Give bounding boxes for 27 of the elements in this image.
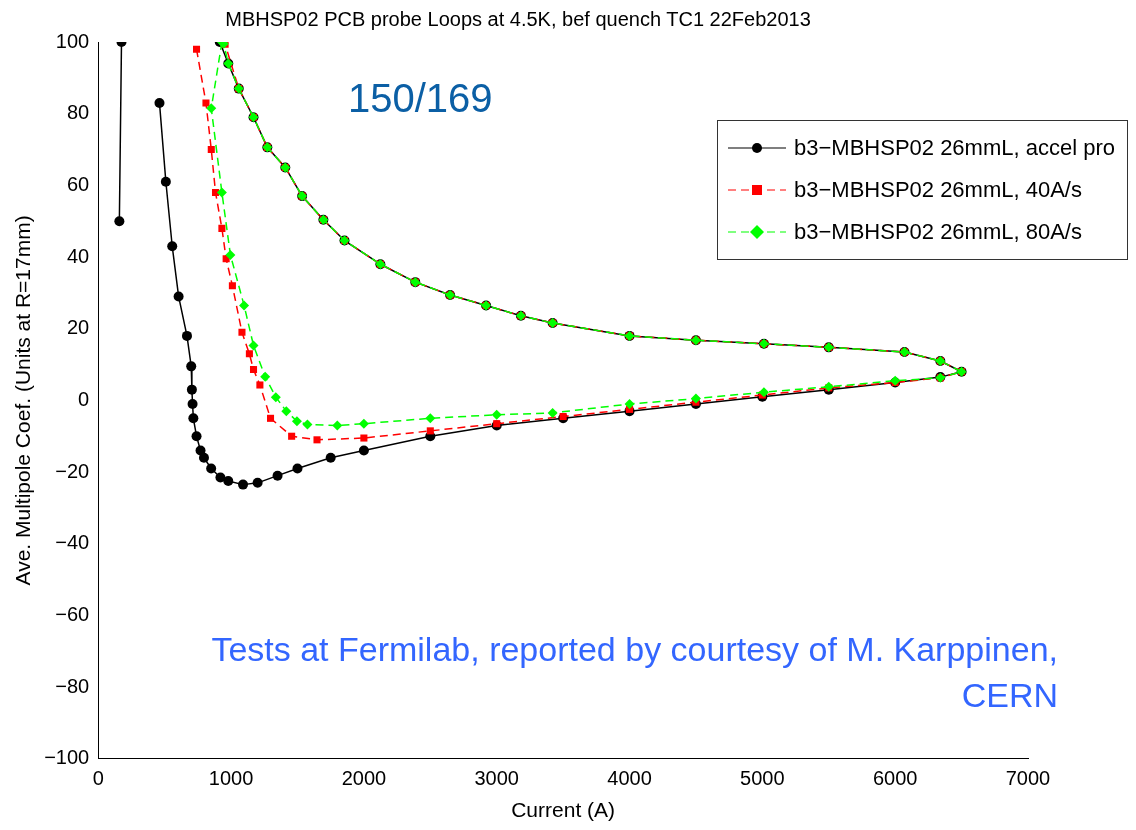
x-tick-label: 5000 — [740, 767, 785, 790]
y-tick-label: −40 — [55, 531, 90, 554]
y-tick-label: 80 — [67, 101, 90, 124]
legend-label: b3−MBHSP02 26mmL, 80A/s — [794, 219, 1082, 245]
x-tick-label: 6000 — [872, 767, 918, 790]
chart-title: MBHSP02 PCB probe Loops at 4.5K, bef quench TC1 22Feb2013 — [225, 7, 811, 30]
y-tick-label: 40 — [67, 244, 90, 267]
y-tick-label: −100 — [44, 746, 90, 769]
x-tick-label: 7000 — [1005, 767, 1051, 790]
legend-label: b3−MBHSP02 26mmL, accel pro — [794, 135, 1115, 161]
y-tick-label: 0 — [78, 387, 90, 410]
x-tick-label: 3000 — [474, 767, 519, 790]
y-tick-label: −20 — [55, 459, 90, 482]
y-axis-title: Ave. Multipole Coef. (Units at R=17mm) — [11, 215, 35, 586]
y-tick-label: −60 — [55, 602, 90, 625]
x-tick-label: 0 — [92, 767, 104, 790]
legend-label: b3−MBHSP02 26mmL, 40A/s — [794, 177, 1082, 203]
x-tick-label: 1000 — [208, 767, 254, 790]
y-tick-label: 60 — [67, 172, 90, 195]
annotation: 150/169 — [348, 76, 493, 121]
annotation: Tests at Fermilab, reported by courtesy of M. Karppinen, CERN — [210, 629, 1058, 716]
y-tick-label: −80 — [55, 674, 90, 697]
y-tick-label: 20 — [67, 316, 90, 339]
y-tick-label: 100 — [55, 29, 90, 52]
x-tick-label: 2000 — [341, 767, 387, 790]
x-axis-title: Current (A) — [511, 798, 616, 822]
x-tick-label: 4000 — [607, 767, 652, 790]
